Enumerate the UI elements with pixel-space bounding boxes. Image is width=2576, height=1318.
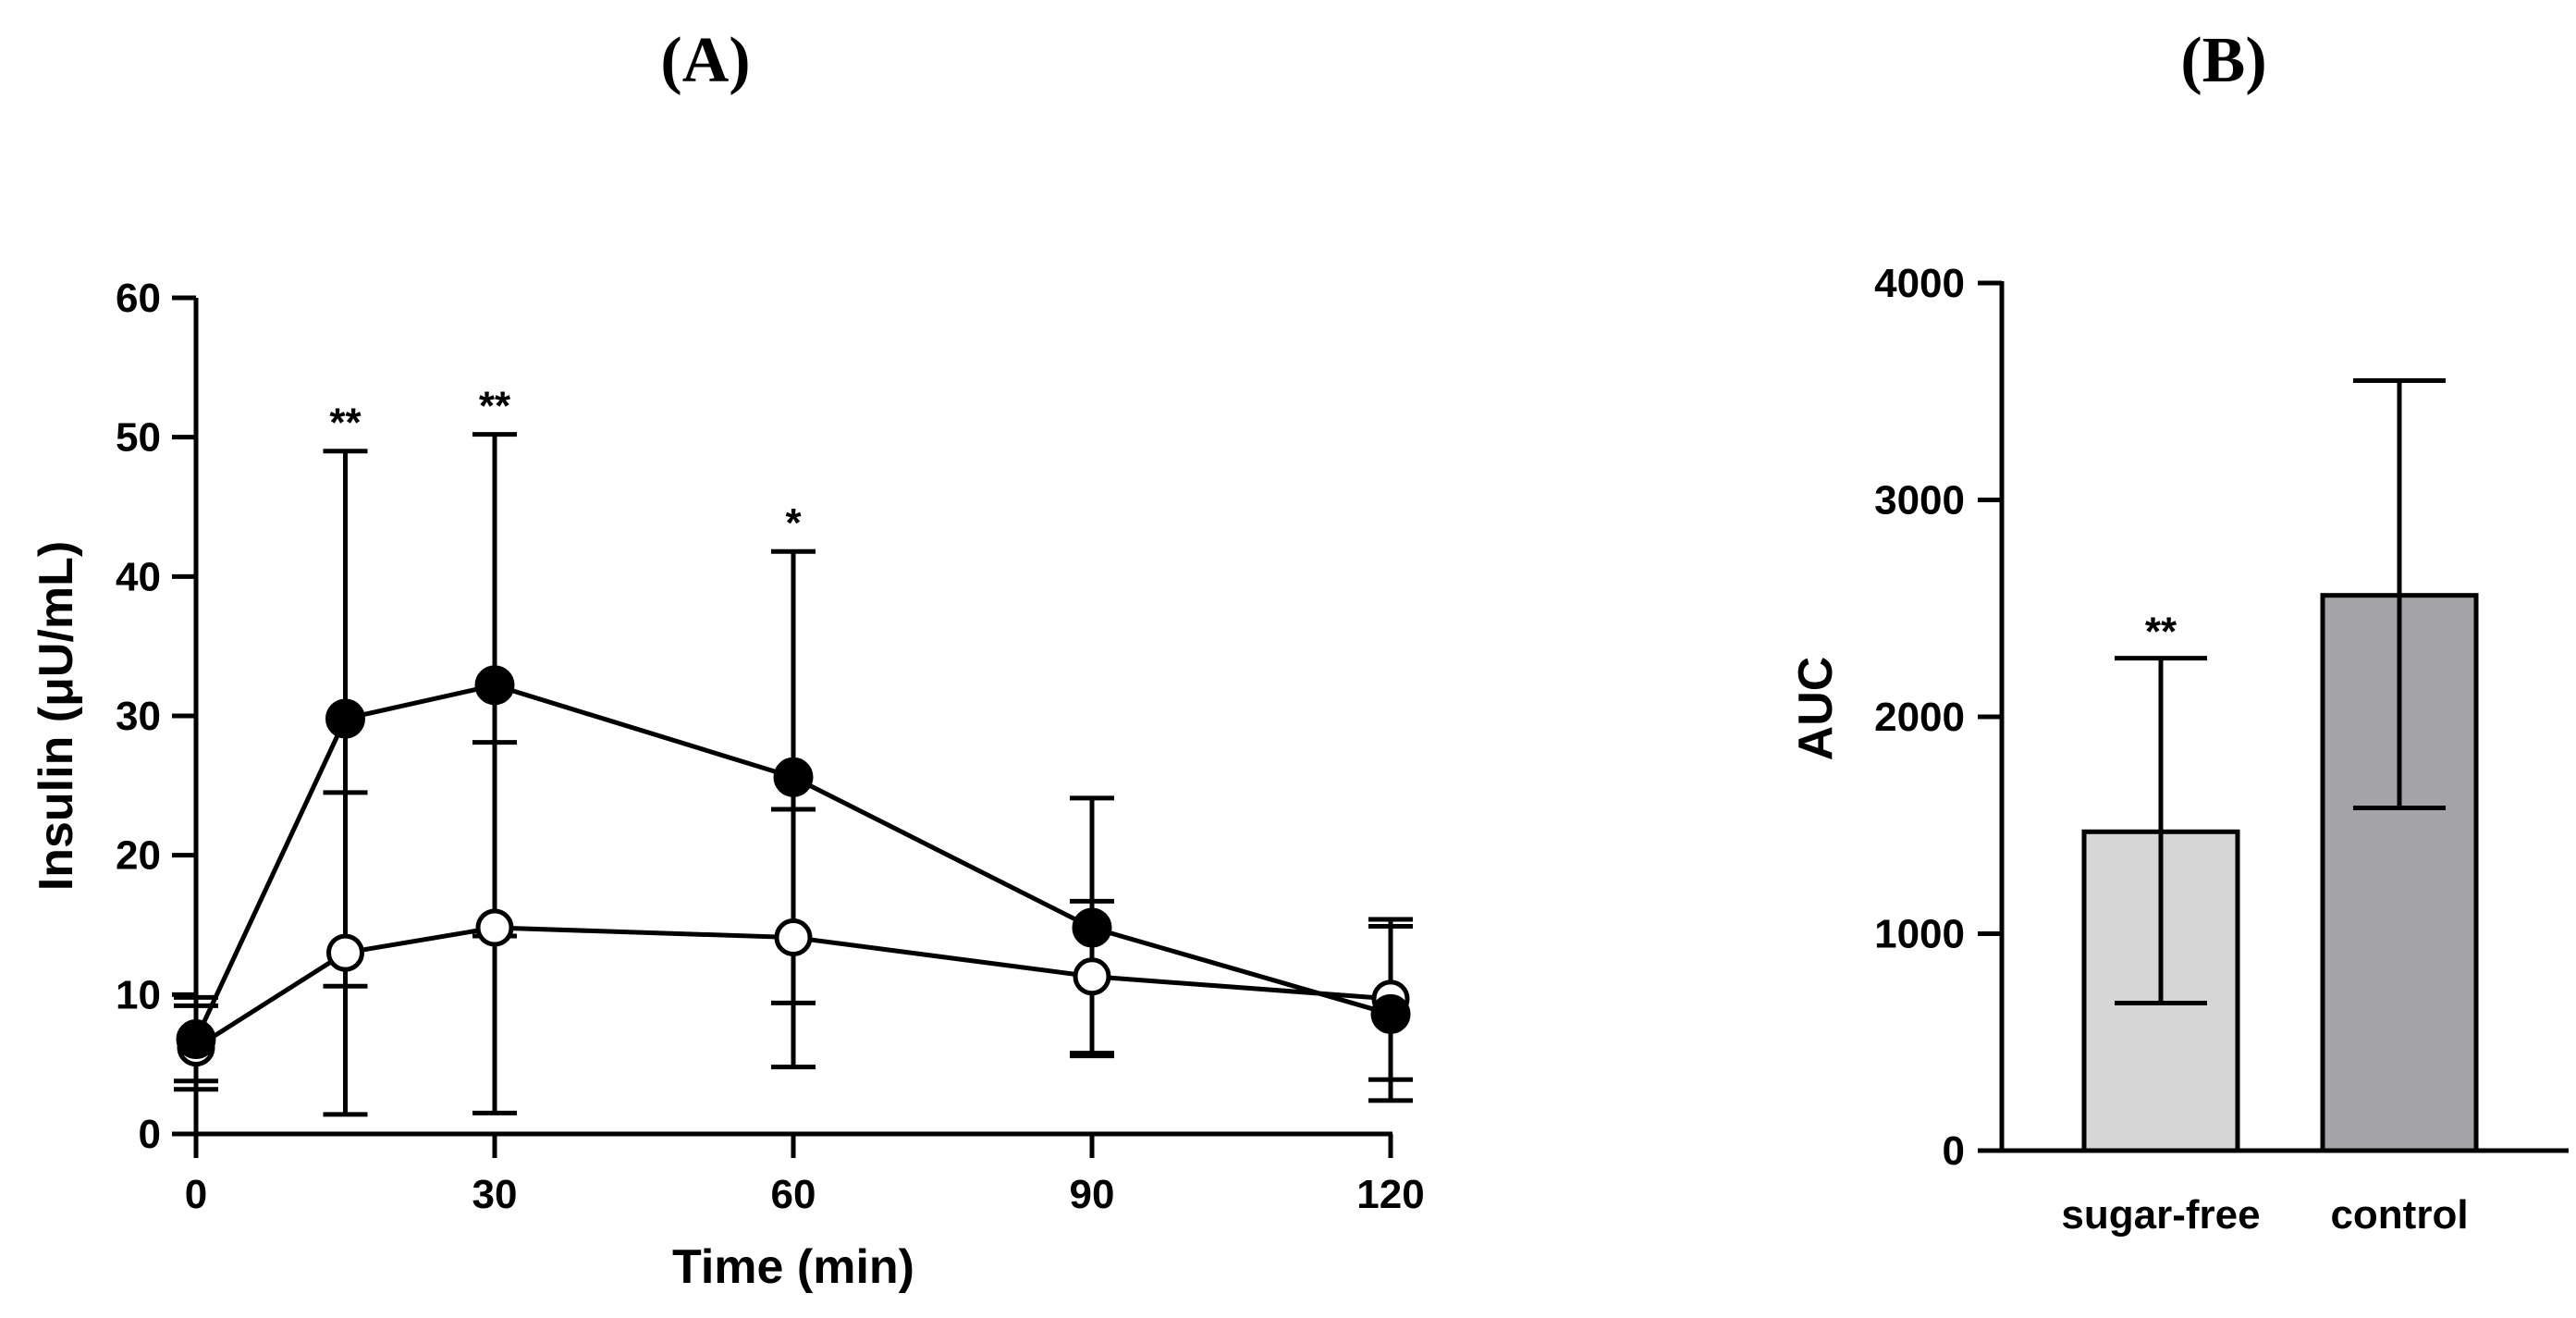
panel-a-significance-label: * [785,500,802,546]
panel-a-filled-marker [773,757,814,797]
panel-b-label: (B) [2180,25,2266,96]
panel-a-filled-marker [474,665,515,706]
panel-a-filled-marker [176,1019,216,1060]
panel-a-label: (A) [660,25,750,96]
panel-a-y-tick-label: 20 [116,833,161,879]
panel-a-open-marker [326,933,364,972]
panel-b-y-tick-label: 0 [1943,1128,1965,1174]
panel-a-x-tick-label: 0 [185,1172,207,1217]
panel-a-y-tick-label: 60 [116,276,161,321]
panel-a-filled-marker [1072,907,1112,948]
panel-a-y-axis-title: Insulin (μU/mL) [30,541,83,891]
panel-a-y-tick-label: 10 [116,972,161,1017]
panel-a-series-line [194,925,1392,1050]
panel-a-significance-label: ** [479,384,511,429]
panel-a-x-tick-label: 60 [771,1172,816,1217]
panel-b-y-tick-label: 3000 [1874,478,1965,524]
panel-a-x-tick-label: 120 [1356,1172,1424,1217]
panel-b-y-tick-label: 1000 [1874,912,1965,957]
panel-a-open-marker [774,918,813,957]
panel-b-category-label: sugar-free [2061,1192,2260,1238]
panel-a-filled-marker [1370,993,1411,1034]
panel-a-x-axis-title: Time (min) [672,1240,914,1294]
panel-b-y-tick-label: 2000 [1874,695,1965,740]
panel-a-filled-marker [325,698,365,739]
panel-b-significance-label: ** [2145,610,2177,655]
panel-b-y-axis-title: AUC [1789,657,1843,761]
panel-a-x-tick-label: 90 [1070,1172,1115,1217]
panel-a-y-tick-label: 50 [116,415,161,461]
panel-b-y-tick-label: 4000 [1874,261,1965,306]
panel-a-y-tick-label: 0 [139,1112,161,1157]
panel-b-category-label: control [2330,1192,2468,1238]
panel-a-y-tick-label: 30 [116,694,161,739]
panel-a-x-tick-label: 30 [472,1172,518,1217]
panel-a-open-marker [1073,957,1111,996]
panel-a-line-chart: 0 10 20 30 40 50 60 0 30 60 90 120 Insulin (μU/mL)… [30,276,1425,1294]
panel-a-open-marker [475,908,514,947]
panel-a-series-line [193,683,1392,1041]
panel-a-y-tick-label: 40 [116,554,161,599]
panel-a-significance-label: ** [329,400,362,446]
